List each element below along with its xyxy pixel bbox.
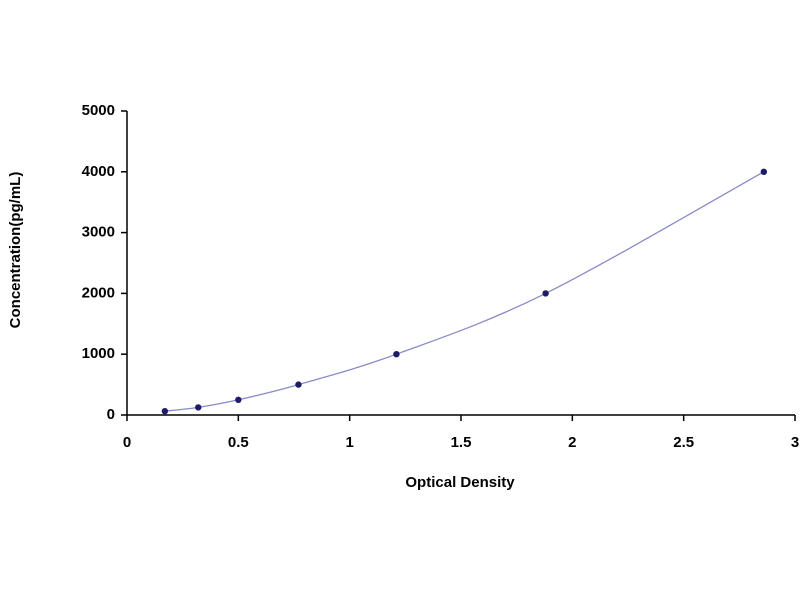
x-tick-label: 0 [123, 434, 131, 451]
x-tick-label: 2 [568, 434, 576, 451]
x-tick-label: 3 [791, 434, 799, 451]
x-tick-label: 1.5 [451, 434, 472, 451]
data-point [161, 408, 169, 415]
y-tick-label: 1000 [82, 345, 115, 362]
y-tick-label: 4000 [82, 163, 115, 180]
x-axis-title: Optical Density [405, 474, 515, 491]
fit-curve [164, 171, 765, 412]
x-tick-label: 2.5 [673, 434, 694, 451]
data-point [235, 396, 242, 403]
y-tick-label: 2000 [82, 284, 115, 301]
data-point [195, 404, 202, 411]
y-tick-label: 5000 [82, 102, 115, 119]
data-point [760, 168, 768, 175]
data-point [295, 381, 302, 388]
x-tick-label: 1 [345, 434, 353, 451]
data-point [542, 290, 549, 297]
y-tick-label: 0 [107, 406, 115, 423]
y-axis-title: Concentration(pg/mL) [7, 172, 24, 329]
x-tick-label: 0.5 [228, 434, 249, 451]
y-tick-label: 3000 [82, 224, 115, 241]
data-point [393, 351, 400, 358]
